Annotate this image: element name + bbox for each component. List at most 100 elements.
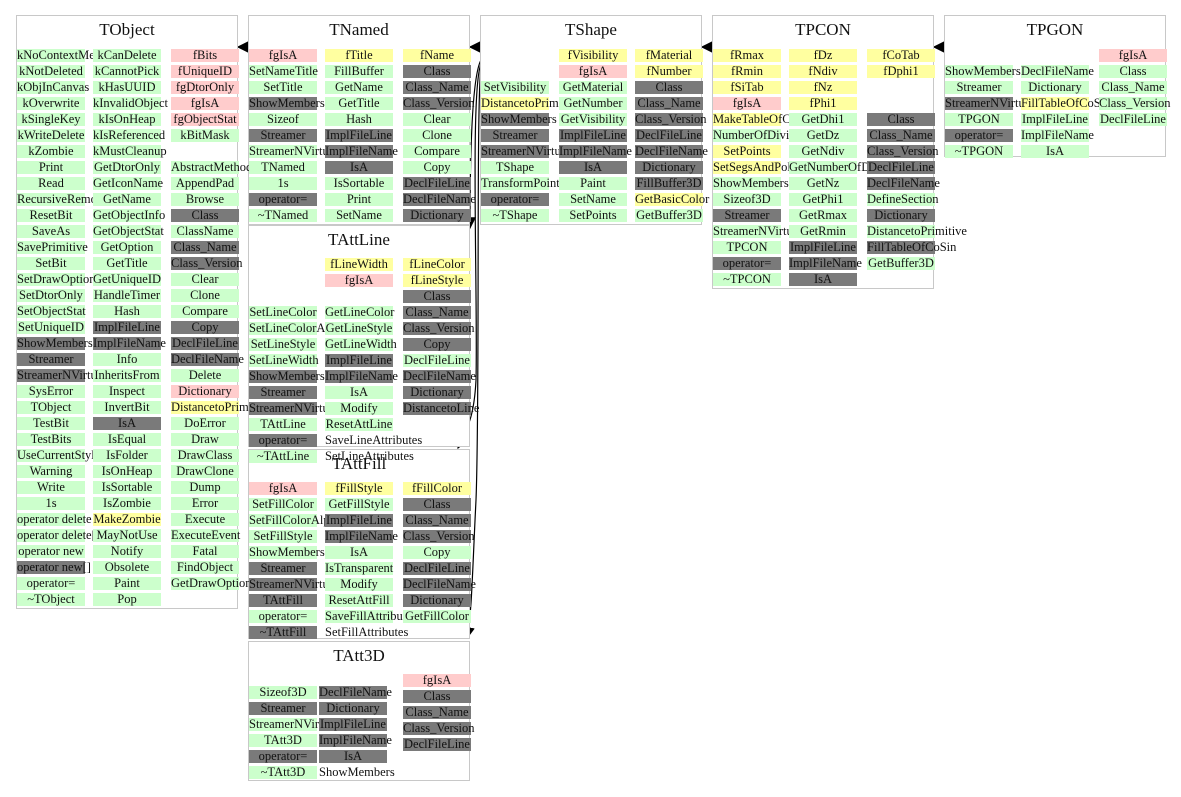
member-tpgon-fgisa: fgIsA <box>1099 49 1167 62</box>
member-tobject-browse: Browse <box>171 193 239 206</box>
member-tnamed-issortable: IsSortable <box>325 177 393 190</box>
member-tattfill-ffillcolor: fFillColor <box>403 482 471 495</box>
member-tobject-ksinglekey: kSingleKey <box>17 113 85 126</box>
member-tattline-resetattline: ResetAttLine <box>325 417 393 431</box>
member-tobject-operator-: operator= <box>17 577 85 590</box>
member-tattline-setlinewidth: SetLineWidth <box>249 353 319 367</box>
member-tshape-fvisibility: fVisibility <box>559 49 627 62</box>
member-tobject-getoption: GetOption <box>93 241 161 254</box>
member-tattline-setlinestyle: SetLineStyle <box>249 337 317 351</box>
member-tpcon-declfilename: DeclFileName <box>867 176 940 190</box>
member-tshape-fnumber: fNumber <box>635 65 703 78</box>
member-tobject-iszombie: IsZombie <box>93 497 161 510</box>
member-tobject-kcannotpick: kCannotPick <box>93 64 161 78</box>
member-tobject-declfileline: DeclFileLine <box>171 336 239 350</box>
member-tatt3d-declfilename: DeclFileName <box>319 685 392 699</box>
member-tobject-handletimer: HandleTimer <box>93 288 161 302</box>
member-tattline-modify: Modify <box>325 402 393 415</box>
member-tattfill-savefillattributes: SaveFillAttributes <box>325 609 417 623</box>
member-tobject-copy: Copy <box>171 321 239 334</box>
member-tpcon-implfilename: ImplFileName <box>789 256 862 270</box>
member-tnamed-isa: IsA <box>325 161 393 174</box>
member-tpcon-setpoints: SetPoints <box>713 145 781 158</box>
member-tatt3d-isa: IsA <box>319 750 387 763</box>
member-tobject-compare: Compare <box>171 305 239 318</box>
member-tshape-setpoints: SetPoints <box>559 209 627 222</box>
member-tobject-kisonheap: kIsOnHeap <box>93 113 161 126</box>
member-tpcon-fcotab: fCoTab <box>867 49 935 62</box>
member-tobject-usecurrentstyle: UseCurrentStyle <box>17 448 101 462</box>
member-tobject-kbitmask: kBitMask <box>171 129 239 142</box>
member-tobject-khasuuid: kHasUUID <box>93 81 161 94</box>
member-tnamed-gettitle: GetTitle <box>325 97 393 110</box>
member-tpcon-distancetoprimitive: DistancetoPrimitive <box>867 224 967 238</box>
member-tobject-delete: Delete <box>171 369 239 382</box>
member-tpgon-isa: IsA <box>1021 145 1089 158</box>
member-tattfill-tattfill: TAttFill <box>249 594 317 607</box>
member-tshape-tshape: TShape <box>481 161 549 174</box>
member-tobject-obsolete: Obsolete <box>93 561 161 574</box>
member-tattline-dictionary: Dictionary <box>403 386 471 399</box>
member-tattfill-implfileline: ImplFileLine <box>325 513 393 527</box>
member-tobject-doerror: DoError <box>171 417 239 430</box>
member-tobject-isa: IsA <box>93 417 161 430</box>
member-tattline-getlinestyle: GetLineStyle <box>325 321 393 335</box>
member-tattline-distancetoline: DistancetoLine <box>403 401 480 415</box>
member-tobject-isequal: IsEqual <box>93 433 161 446</box>
member-tattline-streamernvirtual: StreamerNVirtual <box>249 401 338 415</box>
member-tpgon-declfileline: DeclFileLine <box>1099 112 1167 126</box>
member-tattfill-setfillstyle: SetFillStyle <box>249 530 317 543</box>
member-tobject-paint: Paint <box>93 577 161 590</box>
member-tobject-1s: 1s <box>17 497 85 510</box>
member-tobject-drawclass: DrawClass <box>171 449 239 462</box>
member-tatt3d-streamernvirtual: StreamerNVirtual <box>249 717 338 731</box>
member-tpgon-tpgon: TPGON <box>945 113 1013 126</box>
member-tobject-draw: Draw <box>171 433 239 446</box>
member-tobject-kmustcleanup: kMustCleanup <box>93 144 167 158</box>
member-tobject-getdrawoption: GetDrawOption <box>171 576 252 590</box>
member-tnamed-hash: Hash <box>325 113 393 126</box>
member-tnamed-1s: 1s <box>249 177 317 190</box>
member-tnamed-class: Class <box>403 65 471 78</box>
member-tshape-setvisibility: SetVisibility <box>481 81 549 94</box>
member-tattfill-ffillstyle: fFillStyle <box>325 482 393 495</box>
member-tnamed-settitle: SetTitle <box>249 81 317 94</box>
member-tobject-recursiveremove: RecursiveRemove <box>17 192 109 206</box>
member-tobject-knocontextmenu: kNoContextMenu <box>17 48 108 62</box>
member-tobject-setdrawoption: SetDrawOption <box>17 272 96 286</box>
member-tnamed-compare: Compare <box>403 145 471 158</box>
member-tpcon-tpcon: TPCON <box>713 241 781 254</box>
member-tpcon-fndiv: fNdiv <box>789 65 857 78</box>
member-tattfill-showmembers: ShowMembers <box>249 545 325 559</box>
member-tobject-read: Read <box>17 177 85 190</box>
member-tobject-knotdeleted: kNotDeleted <box>17 65 85 78</box>
class-title: TPCON <box>795 20 851 39</box>
member-tattline-setlinecoloralpha: SetLineColorAlpha <box>249 321 347 335</box>
member-tshape-fgisa: fgIsA <box>559 65 627 78</box>
member-tobject-saveprimitive: SavePrimitive <box>17 240 88 254</box>
member-tobject-write: Write <box>17 481 85 494</box>
member-tobject-kinvalidobject: kInvalidObject <box>93 96 168 110</box>
member-tobject-invertbit: InvertBit <box>93 401 161 414</box>
member-tattfill-copy: Copy <box>403 546 471 559</box>
member-tpcon-operator-: operator= <box>713 257 781 270</box>
member-tattfill-resetattfill: ResetAttFill <box>325 594 393 607</box>
member-tobject-resetbit: ResetBit <box>17 209 85 222</box>
member-tattline-copy: Copy <box>403 338 471 351</box>
member-tshape-class-version: Class_Version <box>635 112 707 126</box>
member-tobject-fgobjectstat: fgObjectStat <box>171 113 239 126</box>
member-tobject-maynotuse: MayNotUse <box>93 529 161 542</box>
class-title: TAtt3D <box>333 646 385 665</box>
member-tattline-flinestyle: fLineStyle <box>403 274 471 287</box>
member-tpcon-getbuffer3d: GetBuffer3D <box>867 256 935 270</box>
member-tattfill-modify: Modify <box>325 578 393 591</box>
class-title: TNamed <box>329 20 389 39</box>
member-tpcon-fphi1: fPhi1 <box>789 97 857 110</box>
member-tshape-transformpoints: TransformPoints <box>481 176 565 190</box>
member-tatt3d-class-version: Class_Version <box>403 721 475 735</box>
class-title: TPGON <box>1026 20 1084 39</box>
member-tobject-fgdtoronly: fgDtorOnly <box>171 81 239 94</box>
member-tobject-getobjectstat: GetObjectStat <box>93 224 164 238</box>
member-tshape-getvisibility: GetVisibility <box>559 112 627 126</box>
